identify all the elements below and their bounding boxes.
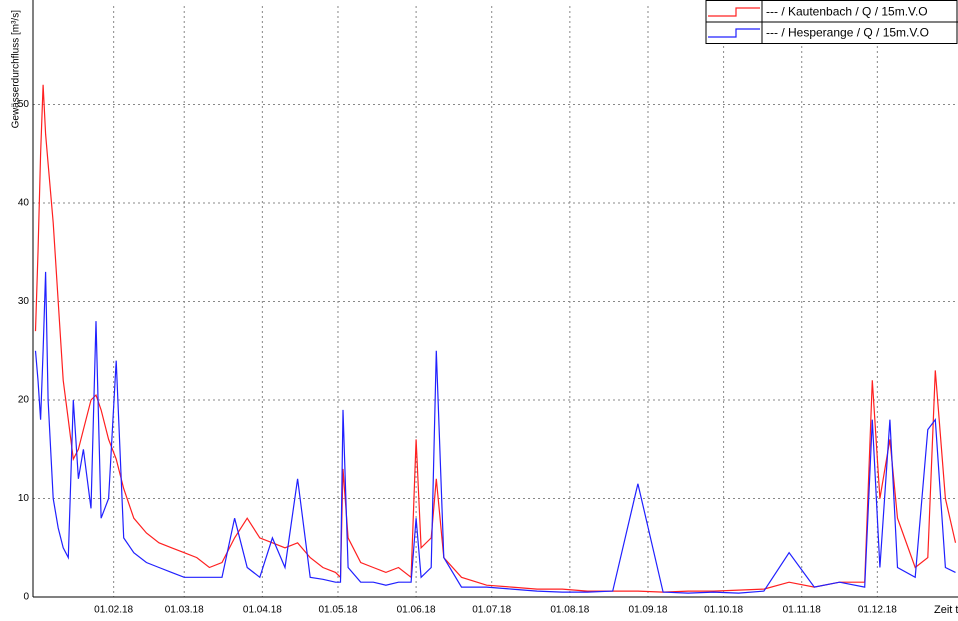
legend-swatch	[708, 28, 760, 38]
x-tick-label: 01.04.18	[243, 605, 282, 616]
y-tick-label: 50	[18, 99, 30, 110]
series-line	[34, 271, 956, 594]
x-tick-label: 01.12.18	[858, 605, 897, 616]
x-tick-label: 01.02.18	[94, 605, 133, 616]
x-tick-label: 01.06.18	[397, 605, 436, 616]
y-tick-label: 10	[18, 493, 30, 504]
series-line	[34, 84, 957, 593]
legend-label: --- / Kautenbach / Q / 15m.V.O	[766, 5, 928, 19]
x-tick-label: 01.08.18	[550, 605, 589, 616]
x-axis-label: Zeit t	[934, 604, 958, 616]
y-axis-label: Gewässerdurchfluss [m³/s]	[11, 10, 22, 129]
legend-swatch	[708, 7, 760, 17]
x-tick-label: 01.03.18	[165, 605, 204, 616]
x-tick-label: 01.07.18	[472, 605, 511, 616]
y-tick-label: 40	[18, 198, 30, 209]
y-tick-label: 20	[18, 395, 30, 406]
y-tick-label: 0	[23, 592, 29, 603]
y-tick-label: 30	[18, 296, 30, 307]
x-tick-label: 01.10.18	[704, 605, 743, 616]
x-tick-label: 01.11.18	[783, 605, 822, 616]
legend-label: --- / Hesperange / Q / 15m.V.O	[766, 26, 929, 40]
x-tick-label: 01.09.18	[629, 605, 668, 616]
x-tick-label: 01.05.18	[319, 605, 358, 616]
